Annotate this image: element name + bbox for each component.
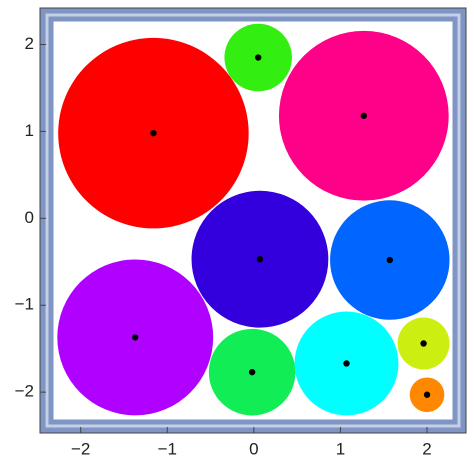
center-dot [150,129,157,137]
container-inner [48,16,458,425]
y-tick-label: 2 [25,34,34,53]
center-dot [386,256,394,264]
container-line [45,13,461,428]
center-dot [132,334,139,341]
y-tick-label: −1 [15,295,34,314]
y-tick-label: 0 [25,208,34,227]
center-dot [254,54,262,61]
x-tick-label: −2 [71,439,90,458]
y-tick-label: −2 [15,382,34,401]
x-tick-label: 1 [336,439,345,458]
x-tick-label: −1 [158,439,177,458]
center-dot [420,340,427,347]
y-tick-label: 1 [25,121,34,140]
center-dot [360,112,368,119]
container-outer [40,8,466,433]
center-dot [343,360,350,367]
center-dot [256,255,264,263]
plot-frame [39,7,467,434]
x-tick-label: 2 [422,439,431,458]
center-dot [248,368,256,376]
x-tick-label: 0 [249,439,258,458]
center-dot [423,391,431,398]
